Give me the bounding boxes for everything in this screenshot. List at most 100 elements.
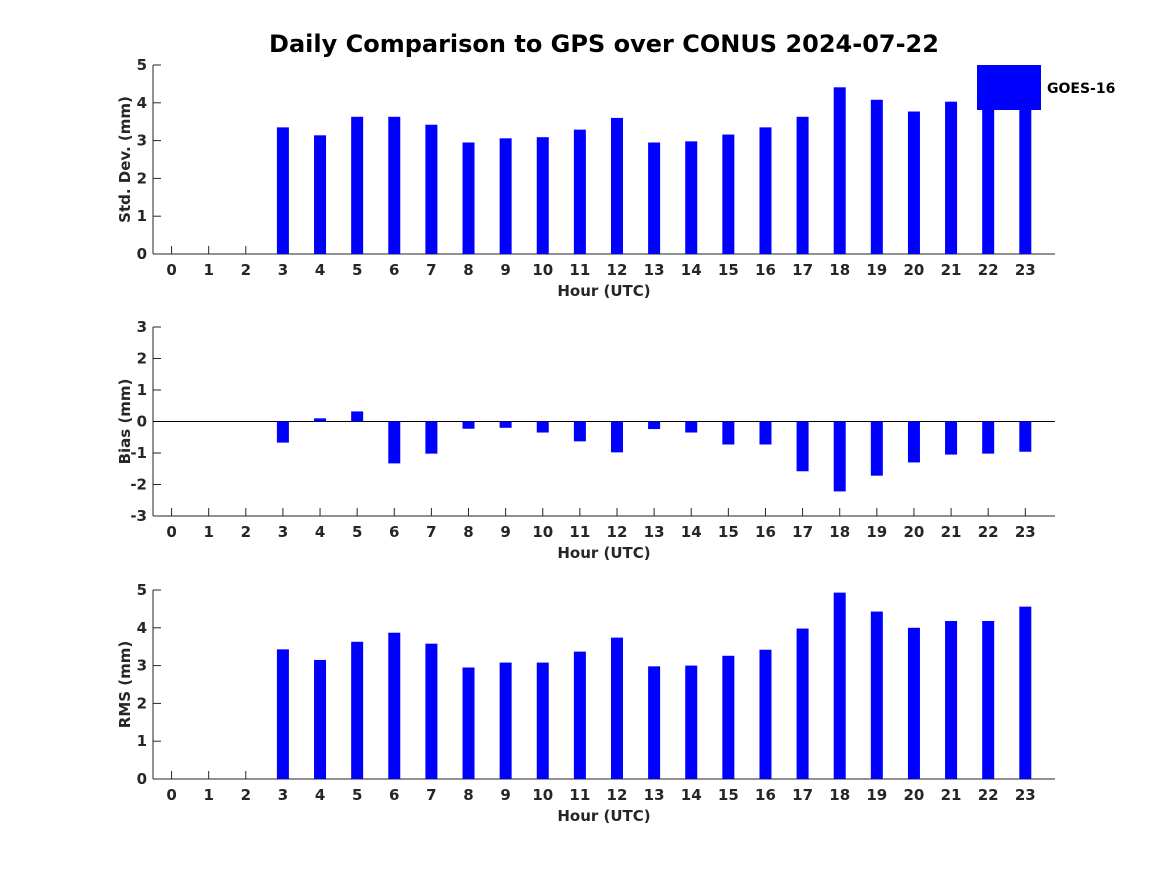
bias-xtick-label: 11 [569,523,590,541]
bias-bar-hour-22 [982,421,995,454]
stddev-xtick-label: 8 [463,261,473,279]
stddev-bar-hour-22 [982,106,995,254]
bias-ylabel: Bias (mm) [116,379,134,465]
bias-ytick-label: -2 [130,476,147,494]
stddev-bar-hour-16 [759,127,772,254]
stddev-xtick-label: 5 [352,261,362,279]
rms-bar-hour-5 [351,641,364,779]
rms-bar-hour-16 [759,649,772,779]
rms-xtick-label: 21 [941,786,962,804]
stddev-xtick-label: 2 [241,261,251,279]
stddev-xtick-label: 16 [755,261,776,279]
stddev-bar-hour-9 [499,138,512,254]
stddev-bar-hour-21 [945,101,958,254]
stddev-bar-hour-19 [870,99,883,254]
rms-bar-hour-15 [722,655,735,779]
stddev-xtick-label: 15 [718,261,739,279]
rms-xtick-label: 16 [755,786,776,804]
rms-xtick-label: 1 [203,786,213,804]
rms-bar-hour-13 [648,666,661,779]
stddev-xtick-label: 3 [278,261,288,279]
stddev-ytick-label: 1 [137,207,147,225]
rms-xtick-label: 8 [463,786,473,804]
rms-bar-hour-20 [907,627,920,779]
bias-xtick-label: 7 [426,523,436,541]
stddev-xtick-label: 7 [426,261,436,279]
stddev-xtick-label: 22 [978,261,999,279]
rms-bar-hour-10 [536,662,549,779]
stddev-ytick-label: 4 [137,94,147,112]
bias-bar-hour-15 [722,421,735,445]
bias-ytick-label: 3 [137,318,147,336]
rms-bar-hour-7 [425,643,438,779]
bias-bar-hour-11 [573,421,586,442]
stddev-xtick-label: 13 [644,261,665,279]
bias-xtick-label: 2 [241,523,251,541]
bias-bar-hour-13 [648,421,661,430]
stddev-bar-hour-12 [610,117,623,254]
bias-ytick-label: 2 [137,350,147,368]
rms-ytick-label: 3 [137,657,147,675]
rms-xtick-label: 23 [1015,786,1036,804]
bias-xtick-label: 4 [315,523,325,541]
stddev-ytick-label: 5 [137,56,147,74]
bias-xtick-label: 3 [278,523,288,541]
rms-xtick-label: 12 [607,786,628,804]
rms-xtick-label: 20 [904,786,925,804]
rms-xtick-label: 14 [681,786,702,804]
stddev-ytick-label: 0 [137,245,147,263]
bias-xtick-label: 18 [829,523,850,541]
stddev-xtick-label: 14 [681,261,702,279]
stddev-xtick-label: 9 [500,261,510,279]
bias-ytick-label: -3 [130,507,147,525]
rms-bar-hour-17 [796,628,809,779]
stddev-ylabel: Std. Dev. (mm) [116,96,134,223]
bias-xtick-label: 14 [681,523,702,541]
bias-xtick-label: 10 [532,523,553,541]
bias-xtick-label: 21 [941,523,962,541]
bias-xtick-label: 16 [755,523,776,541]
rms-bar-hour-12 [610,637,623,779]
stddev-bar-hour-23 [1019,106,1032,254]
rms-bar-hour-18 [833,592,846,779]
stddev-xtick-label: 11 [569,261,590,279]
bias-xtick-label: 17 [792,523,813,541]
stddev-bar-hour-14 [685,141,698,254]
bias-xtick-label: 1 [203,523,213,541]
rms-xtick-label: 2 [241,786,251,804]
bias-xtick-label: 9 [500,523,510,541]
bias-bar-hour-14 [685,421,698,433]
bias-ytick-label: -1 [130,444,147,462]
bias-bar-hour-17 [796,421,809,472]
stddev-bar-hour-8 [462,142,475,254]
rms-xtick-label: 15 [718,786,739,804]
rms-xtick-label: 17 [792,786,813,804]
stddev-bar-hour-7 [425,124,438,254]
stddev-xtick-label: 0 [166,261,176,279]
bias-xtick-label: 12 [607,523,628,541]
rms-xtick-label: 11 [569,786,590,804]
bias-xlabel: Hour (UTC) [557,544,650,562]
rms-bar-hour-9 [499,662,512,779]
bias-xtick-label: 19 [866,523,887,541]
bias-xtick-label: 22 [978,523,999,541]
rms-bar-hour-6 [388,632,401,779]
bias-bar-hour-16 [759,421,772,445]
stddev-xtick-label: 19 [866,261,887,279]
bias-xtick-label: 0 [166,523,176,541]
bias-xtick-label: 13 [644,523,665,541]
rms-xtick-label: 10 [532,786,553,804]
stddev-xtick-label: 1 [203,261,213,279]
stddev-bar-hour-15 [722,134,735,254]
bias-ytick-label: 0 [137,413,147,431]
bias-bar-hour-5 [351,411,364,422]
bias-xtick-label: 15 [718,523,739,541]
bias-ytick-label: 1 [137,381,147,399]
stddev-xtick-label: 23 [1015,261,1036,279]
rms-ytick-label: 4 [137,619,147,637]
rms-bar-hour-3 [276,649,289,779]
rms-xtick-label: 9 [500,786,510,804]
